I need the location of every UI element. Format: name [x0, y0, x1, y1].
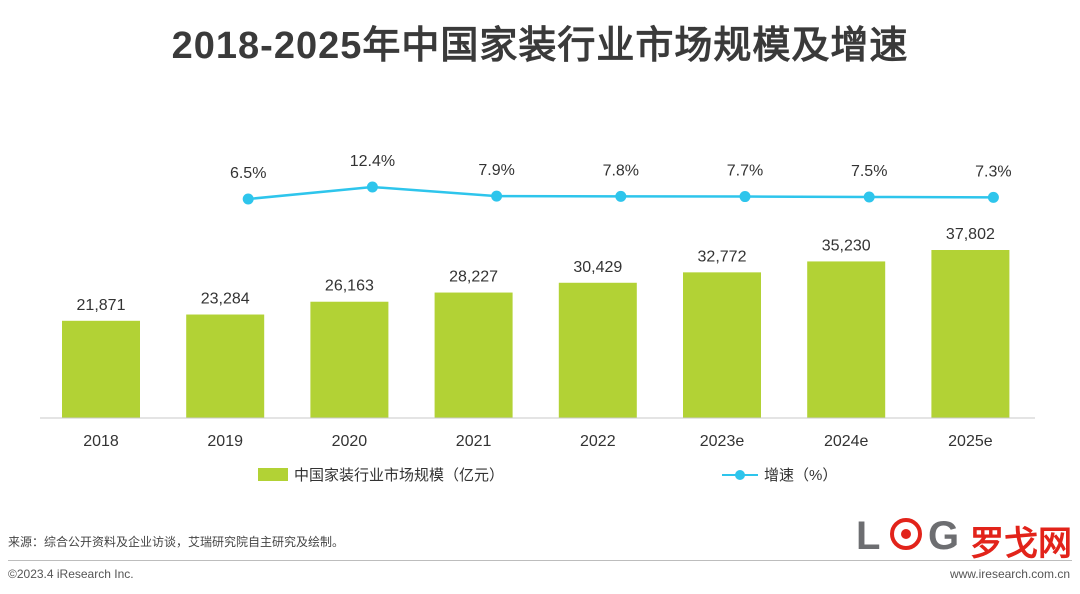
x-tick-label: 2020 — [332, 433, 368, 450]
bar-value-label: 37,802 — [946, 226, 995, 243]
bar-2020 — [310, 301, 389, 418]
legend-item-bar: 中国家装行业市场规模（亿元） — [258, 464, 504, 485]
growth-point-2024e — [863, 191, 875, 203]
legend-line-swatch — [722, 468, 758, 482]
growth-value-label: 7.5% — [851, 163, 887, 180]
legend-bar-swatch — [258, 468, 288, 481]
website: www.iresearch.com.cn — [949, 567, 1070, 581]
legend: 中国家装行业市场规模（亿元） 增速（%） — [0, 464, 1080, 488]
x-tick-label: 2021 — [456, 433, 492, 450]
x-axis-ticks: 2018 2019 2020 2021 2022 2023e 2024e 2025e — [83, 433, 993, 450]
growth-value-label: 7.9% — [478, 162, 514, 179]
growth-value-label: 12.4% — [350, 153, 395, 170]
bar-2022 — [558, 282, 637, 418]
x-tick-label: 2024e — [824, 433, 869, 450]
bar-value-label: 21,871 — [77, 297, 126, 314]
growth-point-2023e — [739, 191, 751, 203]
x-tick-label: 2019 — [207, 433, 243, 450]
legend-line-label: 增速（%） — [764, 467, 838, 484]
growth-value-label: 7.3% — [975, 163, 1011, 180]
x-tick-label: 2023e — [700, 433, 745, 450]
growth-point-2020 — [366, 181, 378, 193]
copyright: ©2023.4 iResearch Inc. — [8, 567, 134, 581]
line-layer: 6.5% 12.4% 7.9% 7.8% 7.7% 7.5% 7.3% — [230, 153, 1012, 205]
source-note: 来源：综合公开资料及企业访谈，艾瑞研究院自主研究及绘制。 — [8, 535, 345, 549]
bar-value-label: 35,230 — [822, 237, 871, 254]
logo-chinese: 罗戈网 — [970, 525, 1072, 563]
growth-point-2025e — [987, 191, 999, 203]
bar-2025e — [931, 250, 1010, 418]
bar-value-label: 26,163 — [325, 278, 374, 295]
logo-letter-g: G — [928, 514, 960, 558]
bar-2018 — [62, 320, 140, 418]
bar-value-label: 28,227 — [449, 269, 498, 286]
bar-value-label: 32,772 — [698, 248, 747, 265]
bar-2023e — [683, 272, 761, 418]
growth-point-2019 — [242, 193, 254, 205]
growth-point-2022 — [615, 190, 627, 202]
growth-value-label: 7.7% — [727, 163, 763, 180]
bar-2021 — [434, 292, 513, 418]
bar-2019 — [186, 314, 265, 418]
legend-item-line: 增速（%） — [722, 464, 837, 485]
logo-ring-icon — [890, 518, 922, 550]
legend-bar-label: 中国家装行业市场规模（亿元） — [294, 467, 505, 484]
growth-value-label: 6.5% — [230, 165, 266, 182]
logo: L G 罗戈网 — [852, 514, 1072, 563]
logo-letter-l: L — [856, 514, 881, 558]
x-tick-label: 2022 — [580, 433, 616, 450]
bar-value-label: 30,429 — [573, 259, 622, 276]
bar-2024e — [807, 261, 886, 418]
footer-divider — [8, 560, 1072, 561]
growth-point-2021 — [491, 190, 503, 202]
x-tick-label: 2025e — [948, 433, 993, 450]
growth-value-label: 7.8% — [603, 162, 639, 179]
x-tick-label: 2018 — [83, 433, 119, 450]
page-title: 2018-2025年中国家装行业市场规模及增速 — [171, 25, 909, 67]
bar-value-label: 23,284 — [201, 291, 250, 308]
bars-layer: 21,871 23,284 26,163 28,227 30,429 32,772 35,2… — [62, 226, 1010, 418]
